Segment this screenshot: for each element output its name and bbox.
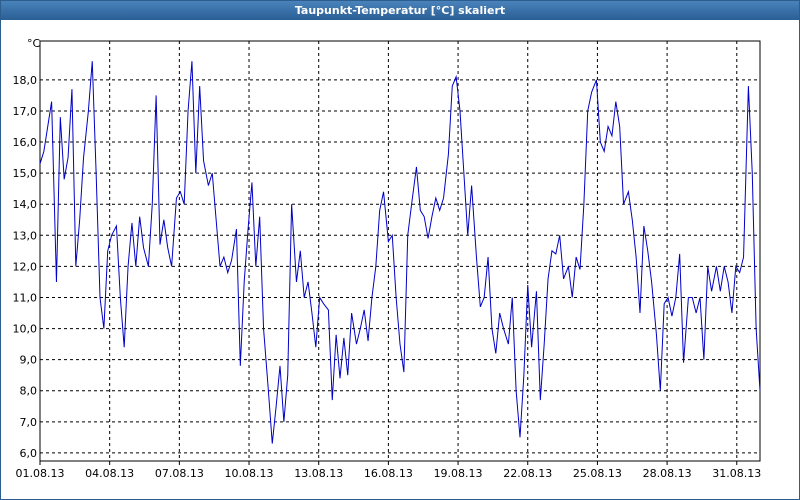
x-tick-label: 25.08.13 [573,467,622,480]
y-tick-label: 18,0 [13,74,38,87]
y-tick-label: 17,0 [13,105,38,118]
y-tick-label: 14,0 [13,198,38,211]
plot-frame [39,40,761,462]
x-tick-label: 13.08.13 [294,467,343,480]
x-tick-label: 04.08.13 [85,467,134,480]
chart: °C 6,0 7,0 8,0 9,0 10,0 11,0 12,0 13,0 14,0 15,0 1… [13,37,762,480]
data-line [39,61,761,444]
y-tick-label: 8,0 [20,385,38,398]
y-tick-label: 10,0 [13,323,38,336]
y-tick-label: 16,0 [13,136,38,149]
y-tick-label: 11,0 [13,291,38,304]
x-tick-label: 16.08.13 [364,467,413,480]
y-tick-label: 15,0 [13,167,38,180]
y-tick-label: 6,0 [20,447,38,460]
title-bar: Taupunkt-Temperatur [°C] skaliert [1,1,799,20]
x-tick-label: 22.08.13 [503,467,552,480]
y-tick-label: 12,0 [13,260,38,273]
y-tick-label: 13,0 [13,229,38,242]
y-unit: °C [27,37,41,50]
x-tick-label: 31.08.13 [712,467,761,480]
x-tick-label: 07.08.13 [155,467,204,480]
x-tick-label: 01.08.13 [16,467,65,480]
y-tick-label: 9,0 [20,354,38,367]
x-tick-label: 10.08.13 [225,467,274,480]
x-tick-label: 28.08.13 [643,467,692,480]
x-tick-label: 19.08.13 [434,467,483,480]
y-tick-label: 7,0 [20,416,38,429]
